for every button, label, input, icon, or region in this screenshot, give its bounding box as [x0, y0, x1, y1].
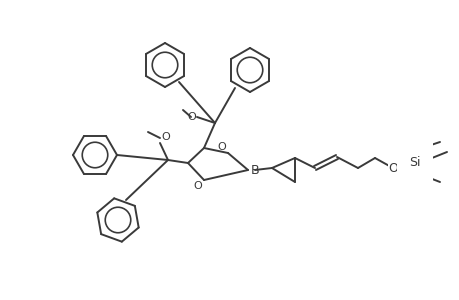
Text: O: O: [387, 161, 397, 175]
Text: Si: Si: [409, 155, 420, 169]
Text: O: O: [217, 142, 225, 152]
Text: B: B: [251, 164, 259, 176]
Text: O: O: [161, 132, 169, 142]
Text: O: O: [193, 181, 202, 191]
Text: O: O: [187, 112, 196, 122]
